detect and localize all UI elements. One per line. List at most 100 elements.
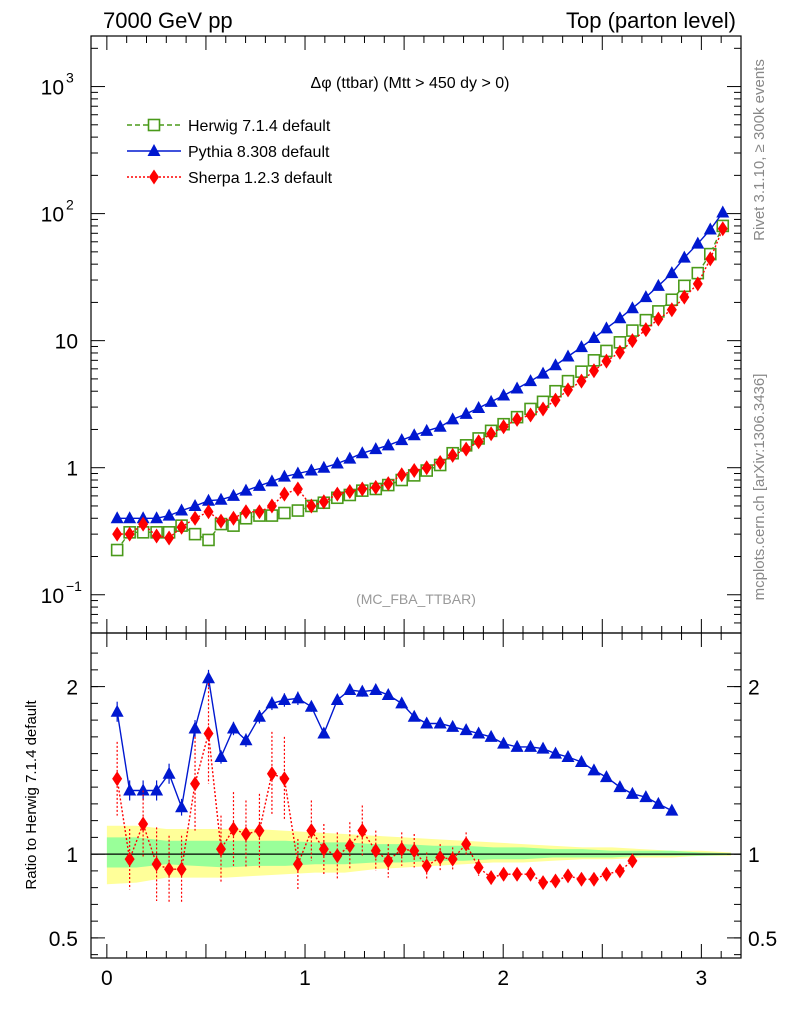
data-point	[278, 506, 291, 520]
data-point	[561, 349, 575, 362]
data-point	[216, 513, 226, 529]
data-point	[677, 250, 691, 263]
data-point	[226, 488, 240, 501]
ratio-point	[317, 726, 331, 739]
data-point	[203, 504, 214, 520]
series-sherpa	[112, 221, 728, 546]
data-point	[717, 221, 728, 237]
data-point	[447, 447, 458, 463]
ratio-point	[279, 771, 290, 787]
data-point	[486, 426, 497, 442]
legend-label: Herwig 7.1.4 default	[188, 118, 331, 135]
ratio-point	[239, 733, 253, 746]
data-point	[459, 406, 473, 419]
ratio-point	[446, 719, 460, 732]
ratio-y-tick-label-right: 0.5	[748, 928, 777, 951]
ratio-point	[472, 726, 486, 739]
ratio-point	[497, 736, 511, 749]
ratio-point	[627, 853, 638, 869]
data-point	[124, 526, 135, 542]
ratio-point	[421, 858, 432, 874]
data-point	[188, 498, 202, 511]
mcplots-label: mcplots.cern.ch [arXiv:1306.3436]	[751, 374, 768, 601]
data-point	[138, 516, 149, 532]
data-point	[265, 474, 279, 487]
data-point	[421, 460, 432, 476]
ratio-series-sherpa	[112, 683, 638, 903]
uncertainty-band-inner	[106, 837, 732, 868]
data-point	[512, 411, 523, 427]
ratio-point	[188, 721, 202, 734]
data-point	[266, 498, 277, 514]
data-point	[277, 469, 291, 482]
ratio-point	[524, 739, 538, 752]
ratio-point	[613, 780, 627, 793]
ratio-point	[435, 849, 446, 865]
legend-label: Sherpa 1.2.3 default	[188, 170, 333, 187]
ratio-point	[252, 709, 266, 722]
data-point	[291, 504, 305, 517]
ratio-point	[291, 691, 305, 704]
data-point	[306, 498, 317, 514]
data-point	[176, 519, 187, 535]
data-point	[279, 486, 290, 502]
ratio-point	[265, 696, 279, 709]
ratio-point	[355, 684, 369, 697]
data-point	[525, 407, 536, 423]
ratio-point	[304, 699, 318, 712]
main-plot-title: Δφ (ttbar) (Mtt > 450 dy > 0)	[311, 75, 510, 92]
data-point	[228, 510, 239, 526]
data-point	[574, 340, 588, 353]
data-point	[252, 478, 266, 491]
data-point	[110, 511, 124, 524]
data-point	[653, 311, 664, 327]
analysis-watermark: (MC_FBA_TTBAR)	[356, 591, 476, 607]
data-point	[703, 222, 717, 235]
data-point	[484, 394, 498, 407]
ratio-point	[588, 871, 599, 887]
data-point	[188, 527, 202, 541]
ratio-point	[396, 841, 407, 857]
data-point	[666, 302, 677, 318]
data-point	[343, 451, 357, 464]
ratio-point	[562, 868, 573, 884]
data-point	[473, 434, 484, 450]
ratio-point	[484, 729, 498, 742]
ratio-point	[486, 870, 497, 886]
ratio-point	[639, 790, 653, 803]
data-point	[240, 504, 251, 520]
data-point	[318, 494, 329, 510]
data-point	[409, 463, 420, 479]
ratio-point	[409, 843, 420, 859]
x-tick-label: 2	[497, 967, 509, 990]
data-point	[162, 508, 176, 521]
data-point	[344, 483, 355, 499]
data-point	[355, 446, 369, 459]
ratio-point	[550, 873, 561, 889]
ratio-point	[383, 853, 394, 869]
data-point	[692, 276, 703, 292]
data-point	[369, 442, 383, 455]
ratio-y-tick-label: 0.5	[49, 928, 78, 951]
ratio-point	[124, 851, 135, 867]
ratio-y-tick-label: 2	[66, 677, 78, 700]
ratio-point	[420, 716, 434, 729]
data-point	[332, 486, 343, 502]
ratio-point	[175, 800, 189, 813]
data-point	[588, 363, 599, 379]
ratio-y-tick-label: 1	[66, 844, 78, 867]
ratio-point	[576, 871, 587, 887]
data-point	[639, 290, 653, 303]
data-point	[383, 476, 394, 492]
data-point	[665, 266, 679, 279]
legend-marker	[149, 169, 159, 185]
ratio-point	[151, 856, 162, 872]
header-left: 7000 GeV pp	[103, 8, 233, 33]
y-tick-label-exponent: −1	[66, 578, 82, 594]
ratio-point	[306, 823, 317, 839]
ratio-point	[461, 836, 472, 852]
data-point	[150, 511, 164, 524]
data-point	[420, 423, 434, 436]
data-point	[190, 510, 201, 526]
data-point	[112, 526, 123, 542]
